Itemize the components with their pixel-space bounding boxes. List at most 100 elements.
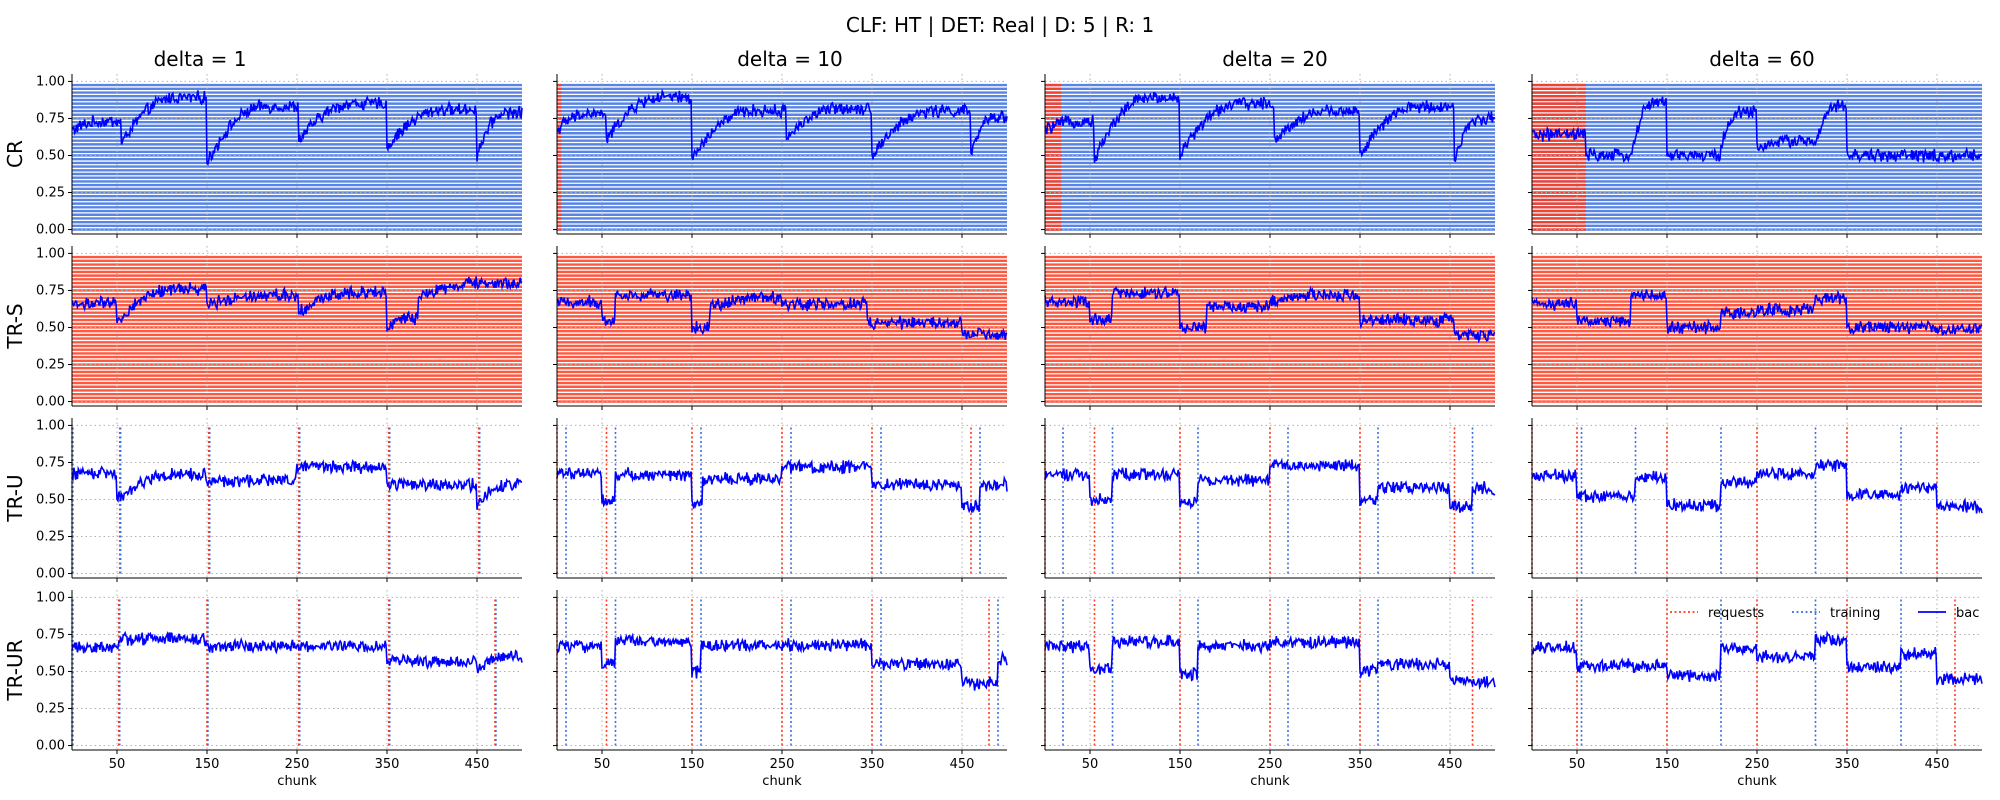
request-shade-lines — [557, 83, 562, 231]
panel-cr-col4 — [1528, 74, 1983, 238]
y-tick-label: 0.25 — [36, 702, 65, 717]
grid — [1045, 74, 1495, 234]
bac-line — [556, 88, 1008, 161]
grid — [1045, 246, 1495, 406]
x-tick-label: 50 — [1569, 757, 1586, 772]
panel-cr-col1: 0.00 0.25 0.50 0.75 1.00 — [36, 74, 523, 238]
x-tick-label: 350 — [1348, 757, 1373, 772]
bac-line — [71, 90, 523, 166]
x-tick-label: 450 — [1438, 757, 1463, 772]
panel-tr-ur-col4: 50 150 250 350 450 chunk — [1528, 590, 1983, 789]
y-tick-label: 0.75 — [36, 111, 65, 126]
request-shade-lines — [1045, 83, 1062, 231]
x-axis-label: chunk — [1737, 774, 1777, 789]
y-tick-label: 1.00 — [36, 590, 65, 605]
y-tick-label: 0.75 — [36, 455, 65, 470]
y-tick-label: 0.50 — [36, 148, 65, 163]
bac-line — [1531, 458, 1983, 514]
x-tick-label: 450 — [1925, 757, 1950, 772]
y-tick-label: 1.00 — [36, 74, 65, 89]
grid — [72, 246, 522, 406]
bac-line — [71, 630, 523, 674]
y-tick-label: 0.50 — [36, 320, 65, 335]
x-tick-label: 250 — [1258, 757, 1283, 772]
x-tick-label: 150 — [680, 757, 705, 772]
y-tick-label: 0.25 — [36, 186, 65, 201]
panel-tr-s-col4 — [1528, 246, 1983, 410]
panel-cr-col3 — [1041, 74, 1496, 238]
x-axis-label: chunk — [762, 774, 802, 789]
y-tick-label: 0.50 — [36, 492, 65, 507]
grid — [557, 246, 1007, 406]
column-title-1: delta = 1 — [154, 47, 247, 71]
panel-tr-u-col4 — [1528, 418, 1983, 582]
x-tick-label: 250 — [285, 757, 310, 772]
bac-line — [556, 288, 1008, 340]
figure-title: CLF: HT | DET: Real | D: 5 | R: 1 — [846, 13, 1154, 37]
column-title-3: delta = 20 — [1222, 47, 1328, 71]
y-tick-label: 1.00 — [36, 418, 65, 433]
grid — [1532, 246, 1982, 406]
bac-line — [1531, 96, 1983, 165]
bac-line — [556, 632, 1008, 691]
x-tick-label: 250 — [1745, 757, 1770, 772]
bac-line — [1044, 457, 1496, 513]
y-tick-label: 0.00 — [36, 395, 65, 410]
bac-line — [1531, 289, 1983, 336]
x-tick-label: 150 — [1168, 757, 1193, 772]
shade-lines — [72, 83, 522, 231]
legend: requests training bac — [1670, 606, 1979, 621]
x-tick-label: 450 — [950, 757, 975, 772]
x-tick-label: 50 — [594, 757, 611, 772]
x-tick-label: 350 — [1835, 757, 1860, 772]
x-tick-label: 350 — [860, 757, 885, 772]
x-tick-label: 50 — [109, 757, 126, 772]
grid — [557, 74, 1007, 234]
y-tick-label: 0.00 — [36, 223, 65, 238]
panel-cr-col2 — [553, 74, 1008, 238]
row-label-tr-u: TR-U — [3, 474, 27, 522]
bac-line — [1044, 91, 1496, 163]
x-tick-label: 50 — [1082, 757, 1099, 772]
x-tick-label: 450 — [465, 757, 490, 772]
row-label-cr: CR — [3, 140, 27, 168]
panel-tr-u-col3 — [1041, 418, 1496, 582]
event-lines — [1531, 425, 1938, 574]
y-tick-label: 0.25 — [36, 530, 65, 545]
y-tick-label: 0.00 — [36, 739, 65, 754]
panel-tr-ur-col3: 50 150 250 350 450 chunk — [1041, 590, 1496, 789]
request-shade-lines — [1532, 83, 1586, 231]
panel-tr-s-col1: 0.00 0.25 0.50 0.75 1.00 — [36, 246, 523, 410]
y-tick-label: 0.25 — [36, 358, 65, 373]
legend-bac-label: bac — [1956, 606, 1979, 621]
column-title-4: delta = 60 — [1709, 47, 1815, 71]
event-lines — [1044, 425, 1474, 574]
bac-line — [71, 276, 523, 332]
row-label-tr-ur: TR-UR — [3, 639, 27, 701]
panel-tr-ur-col1: 0.00 0.25 0.50 0.75 1.00 50 150 250 350 450 chunk — [36, 590, 523, 789]
panel-tr-s-col2 — [553, 246, 1008, 410]
bac-line — [71, 459, 523, 510]
x-tick-label: 150 — [1655, 757, 1680, 772]
event-lines — [71, 597, 497, 746]
x-axis-label: chunk — [1250, 774, 1290, 789]
panel-tr-u-col1: 0.00 0.25 0.50 0.75 1.00 — [36, 418, 523, 582]
x-tick-label: 350 — [375, 757, 400, 772]
panel-tr-s-col3 — [1041, 246, 1496, 410]
grid — [72, 74, 522, 234]
bac-line — [556, 458, 1008, 514]
bac-line — [1044, 285, 1496, 344]
y-tick-label: 0.75 — [36, 283, 65, 298]
legend-training-label: training — [1830, 606, 1880, 621]
y-tick-label: 0.50 — [36, 664, 65, 679]
panel-tr-ur-col2: 50 150 250 350 450 chunk — [553, 590, 1008, 789]
y-tick-label: 0.75 — [36, 627, 65, 642]
grid — [72, 590, 522, 750]
panel-tr-u-col2 — [553, 418, 1008, 582]
y-tick-label: 0.00 — [36, 567, 65, 582]
x-axis-label: chunk — [277, 774, 317, 789]
bac-line — [1044, 633, 1496, 691]
bac-line — [1531, 630, 1983, 687]
column-title-2: delta = 10 — [737, 47, 843, 71]
